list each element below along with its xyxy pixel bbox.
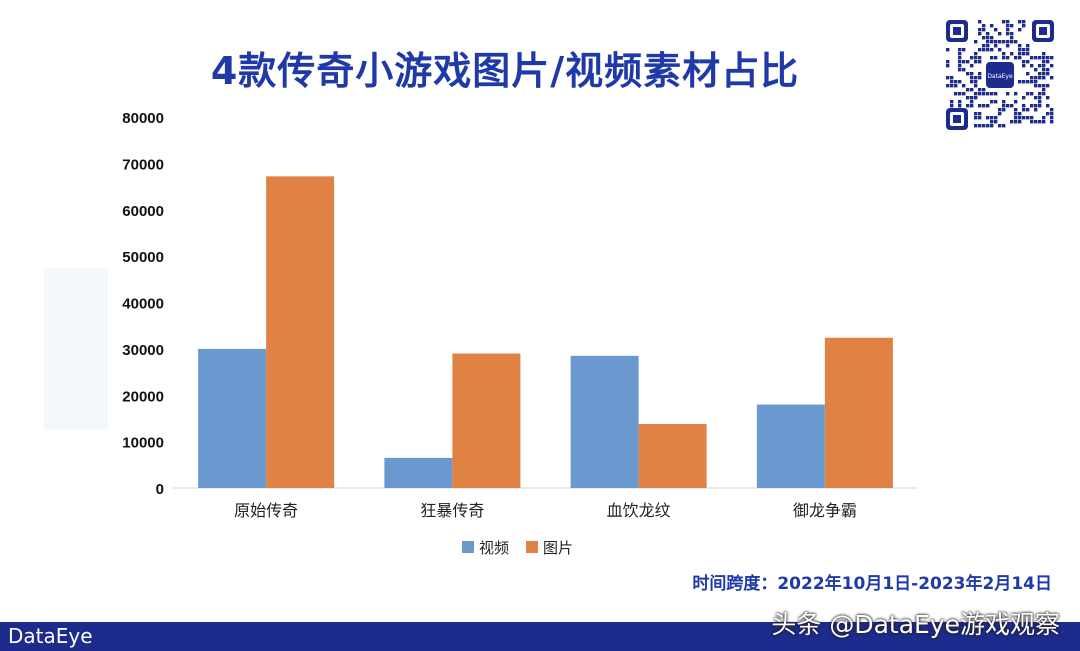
attribution-watermark: 头条 @DataEye游戏观察 bbox=[771, 610, 1060, 639]
y-tick-label: 80000 bbox=[122, 110, 164, 127]
bar-image-1 bbox=[452, 353, 521, 488]
legend: 视频 图片 bbox=[462, 539, 573, 557]
bar-video-0 bbox=[198, 348, 267, 488]
bar-video-2 bbox=[570, 355, 639, 488]
legend-label-video: 视频 bbox=[479, 539, 509, 557]
x-category-label: 原始传奇 bbox=[234, 501, 298, 520]
y-tick-label: 20000 bbox=[122, 388, 164, 405]
bar-image-2 bbox=[638, 424, 707, 488]
y-tick-label: 60000 bbox=[122, 203, 164, 220]
y-tick-label: 10000 bbox=[122, 435, 164, 452]
time-span-text: 时间跨度：2022年10月1日-2023年2月14日 bbox=[692, 574, 1052, 594]
x-axis: 原始传奇 狂暴传奇 血饮龙纹 御龙争霸 bbox=[234, 501, 857, 520]
y-tick-label: 40000 bbox=[122, 296, 164, 313]
footer-bar: DataEye bbox=[0, 622, 1080, 651]
x-category-label: 御龙争霸 bbox=[793, 501, 857, 520]
bar-image-0 bbox=[266, 176, 335, 489]
y-tick-label: 30000 bbox=[122, 342, 164, 359]
qr-code: DataEye bbox=[944, 18, 1056, 132]
legend-swatch-image bbox=[526, 541, 538, 553]
background-watermark bbox=[44, 268, 108, 430]
x-category-label: 血饮龙纹 bbox=[607, 501, 671, 520]
qr-logo-text: DataEye bbox=[987, 73, 1013, 80]
y-tick-label: 50000 bbox=[122, 249, 164, 266]
bar-video-3 bbox=[756, 404, 825, 488]
chart-title: 4款传奇小游戏图片/视频素材占比 bbox=[210, 49, 800, 93]
y-tick-label: 70000 bbox=[122, 156, 164, 173]
dataeye-logo: DataEye bbox=[8, 624, 93, 648]
bar-video-1 bbox=[384, 457, 453, 488]
bar-chart: 0 10000 20000 30000 40000 50000 60000 70000 8000… bbox=[122, 110, 918, 557]
bars bbox=[198, 176, 893, 489]
y-tick-label: 0 bbox=[156, 481, 164, 498]
bar-image-3 bbox=[824, 337, 893, 488]
legend-swatch-video bbox=[462, 541, 474, 553]
y-axis: 0 10000 20000 30000 40000 50000 60000 70000 8000… bbox=[122, 110, 164, 498]
legend-label-image: 图片 bbox=[543, 539, 573, 557]
x-category-label: 狂暴传奇 bbox=[420, 501, 484, 520]
